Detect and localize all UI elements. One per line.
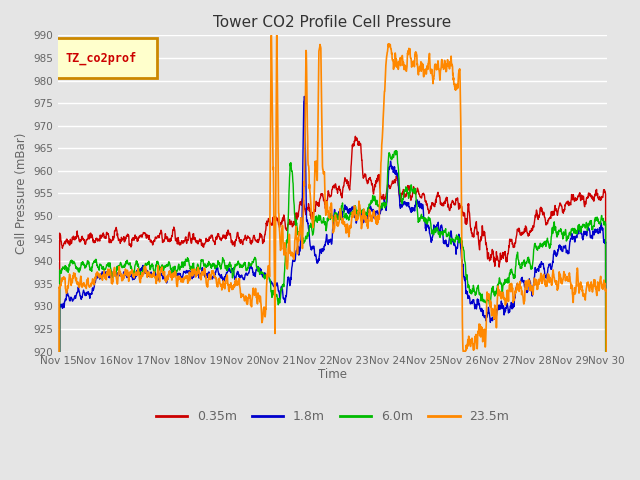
X-axis label: Time: Time [318, 368, 347, 381]
Text: TZ_co2prof: TZ_co2prof [65, 51, 137, 65]
Legend: 0.35m, 1.8m, 6.0m, 23.5m: 0.35m, 1.8m, 6.0m, 23.5m [150, 405, 515, 428]
FancyBboxPatch shape [56, 38, 157, 78]
Title: Tower CO2 Profile Cell Pressure: Tower CO2 Profile Cell Pressure [213, 15, 452, 30]
Y-axis label: Cell Pressure (mBar): Cell Pressure (mBar) [15, 133, 28, 254]
